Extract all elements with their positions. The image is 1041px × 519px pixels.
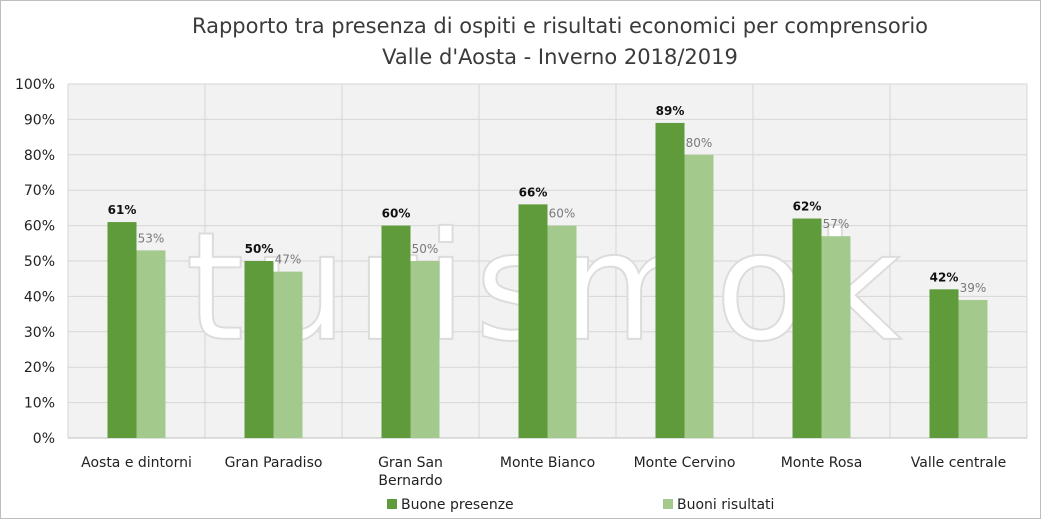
bar-buoni-risultati <box>410 261 440 438</box>
x-tick-label: Aosta e dintorni <box>81 455 192 471</box>
bar-buone-presenze <box>929 289 959 438</box>
data-label: 47% <box>275 253 302 267</box>
y-tick-label: 80% <box>24 148 55 164</box>
y-tick-label: 60% <box>24 219 55 235</box>
y-tick-label: 90% <box>24 112 55 128</box>
legend-label: Buoni risultati <box>677 497 774 513</box>
data-label: 60% <box>549 207 576 221</box>
bar-buone-presenze <box>381 225 411 438</box>
y-tick-label: 30% <box>24 325 55 341</box>
data-label: 53% <box>138 231 165 245</box>
data-label: 89% <box>656 104 685 118</box>
y-tick-label: 50% <box>24 254 55 270</box>
bar-buone-presenze <box>107 222 137 438</box>
legend-label: Buone presenze <box>401 497 514 513</box>
legend: Buone presenze Buoni risultati <box>387 497 774 513</box>
x-axis: Aosta e dintorni Gran Paradiso Gran San Ber… <box>81 455 1006 489</box>
x-tick-label: Bernardo <box>378 473 442 489</box>
x-tick-label: Monte Rosa <box>781 455 863 471</box>
data-label: 60% <box>382 207 411 221</box>
y-tick-label: 100% <box>15 77 55 93</box>
x-tick-label: Monte Cervino <box>634 455 736 471</box>
x-tick-label: Gran San <box>378 455 443 471</box>
bar-buoni-risultati <box>547 225 577 438</box>
x-tick-label: Valle centrale <box>911 455 1006 471</box>
bar-buoni-risultati <box>684 154 714 439</box>
y-axis: 0% 10% 20% 30% 40% 50% 60% 70% 80% 90% 100% <box>15 77 55 447</box>
y-tick-label: 20% <box>24 360 55 376</box>
y-tick-label: 40% <box>24 289 55 305</box>
data-label: 50% <box>412 242 439 256</box>
y-tick-label: 0% <box>33 431 55 447</box>
legend-swatch <box>663 499 673 509</box>
data-label: 42% <box>930 270 959 284</box>
bar-buoni-risultati <box>136 250 166 438</box>
data-label: 66% <box>519 185 548 199</box>
y-tick-label: 10% <box>24 396 55 412</box>
chart-title: Rapporto tra presenza di ospiti e risult… <box>192 14 928 38</box>
bar-buone-presenze <box>792 218 822 438</box>
data-label: 57% <box>823 217 850 231</box>
bar-buone-presenze <box>244 261 274 438</box>
chart-subtitle: Valle d'Aosta - Inverno 2018/2019 <box>382 45 738 69</box>
bar-buone-presenze <box>518 204 548 438</box>
bar-buone-presenze <box>655 122 685 438</box>
y-tick-label: 70% <box>24 183 55 199</box>
bar-buoni-risultati <box>821 236 851 438</box>
data-label: 80% <box>686 136 713 150</box>
bar-buoni-risultati <box>273 271 303 438</box>
data-label: 50% <box>245 242 274 256</box>
data-label: 61% <box>108 203 137 217</box>
gridlines <box>67 83 1028 439</box>
data-label: 39% <box>960 281 987 295</box>
data-label: 62% <box>793 200 822 214</box>
legend-swatch <box>387 499 397 509</box>
bars: 61%53%50%47%60%50%66%60%89%80%62%57%42%3… <box>107 104 988 439</box>
x-tick-label: Gran Paradiso <box>225 455 323 471</box>
bar-buoni-risultati <box>958 299 988 438</box>
x-tick-label: Monte Bianco <box>500 455 595 471</box>
